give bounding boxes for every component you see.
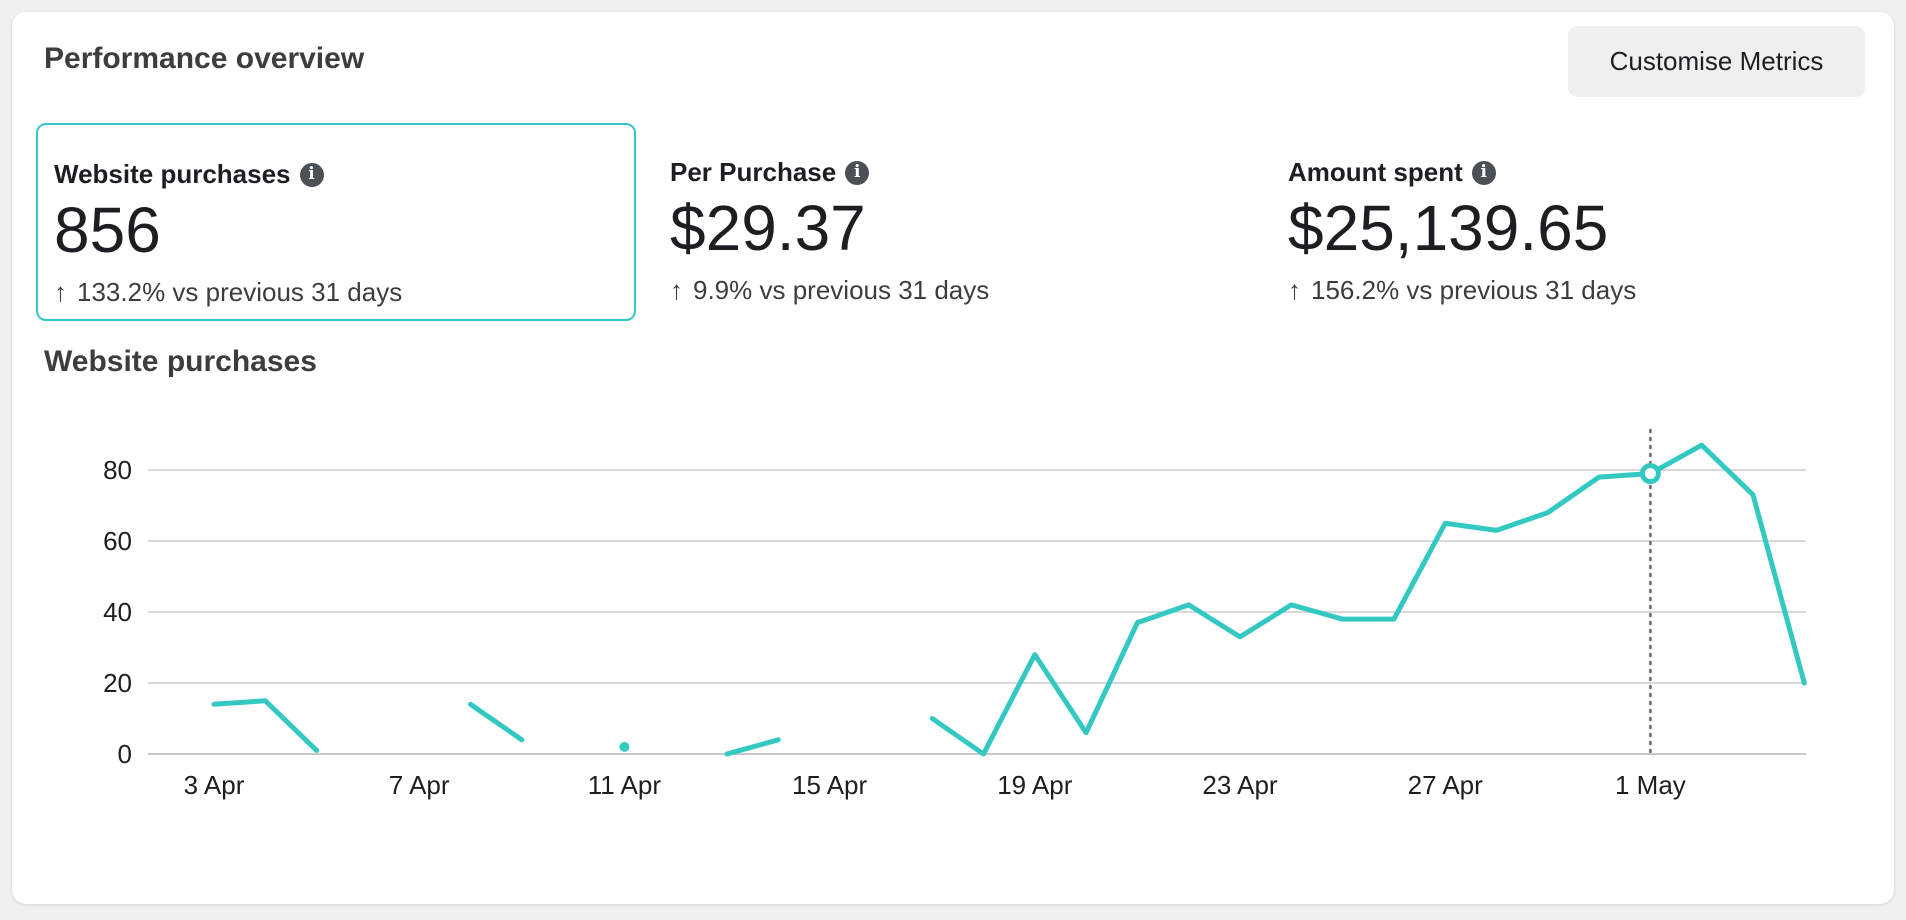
metric-change: 156.2% vs previous 31 days [1311,275,1637,305]
metric-label: Per Purchase [670,157,837,187]
x-tick-label: 1 May [1615,770,1686,800]
metric-card-amount-spent[interactable]: Amount spent i $25,139.65 ↑ 156.2% vs pr… [1272,123,1872,321]
series-line [929,442,1807,757]
metric-label: Amount spent [1288,157,1463,187]
page-title: Performance overview [44,42,365,75]
info-icon[interactable]: i [845,160,870,185]
chart-title: Website purchases [44,345,317,378]
arrow-up-icon: ↑ [670,275,683,305]
x-tick-label: 27 Apr [1408,770,1484,800]
arrow-up-icon: ↑ [54,277,67,307]
metric-change: 133.2% vs previous 31 days [77,277,403,307]
performance-overview-card: Performance overview Customise Metrics W… [12,12,1894,904]
series-line [211,698,320,753]
metric-change: 9.9% vs previous 31 days [693,275,990,305]
metric-value: 856 [54,194,161,266]
y-tick-label: 0 [118,739,132,769]
metric-card-per-purchase[interactable]: Per Purchase i $29.37 ↑ 9.9% vs previous… [654,123,1254,321]
info-icon[interactable]: i [1471,160,1496,185]
series-line [468,701,525,743]
arrow-up-icon: ↑ [1288,275,1301,305]
series-line [724,737,781,757]
y-tick-label: 60 [103,526,132,556]
metric-value: $29.37 [670,192,866,264]
info-icon[interactable]: i [299,162,324,187]
x-tick-label: 11 Apr [588,770,662,800]
x-tick-label: 19 Apr [997,770,1073,800]
metric-card-website-purchases[interactable]: Website purchases i 856 ↑ 133.2% vs prev… [36,123,636,321]
data-point [619,741,630,752]
website-purchases-chart[interactable]: 0 20 40 60 80 3 Apr 7 Apr 11 Apr 15 Apr 19 Apr 23 … [12,12,1894,904]
x-tick-label: 3 Apr [184,770,245,800]
y-tick-label: 20 [103,668,132,698]
x-tick-label: 7 Apr [389,770,450,800]
y-tick-label: 80 [103,455,132,485]
x-tick-label: 23 Apr [1202,770,1278,800]
y-tick-label: 40 [103,597,132,627]
metric-value: $25,139.65 [1288,192,1609,264]
highlight-point [1639,463,1661,485]
metric-label: Website purchases [54,159,291,189]
customise-metrics-button[interactable]: Customise Metrics [1568,26,1865,97]
x-tick-label: 15 Apr [792,770,868,800]
